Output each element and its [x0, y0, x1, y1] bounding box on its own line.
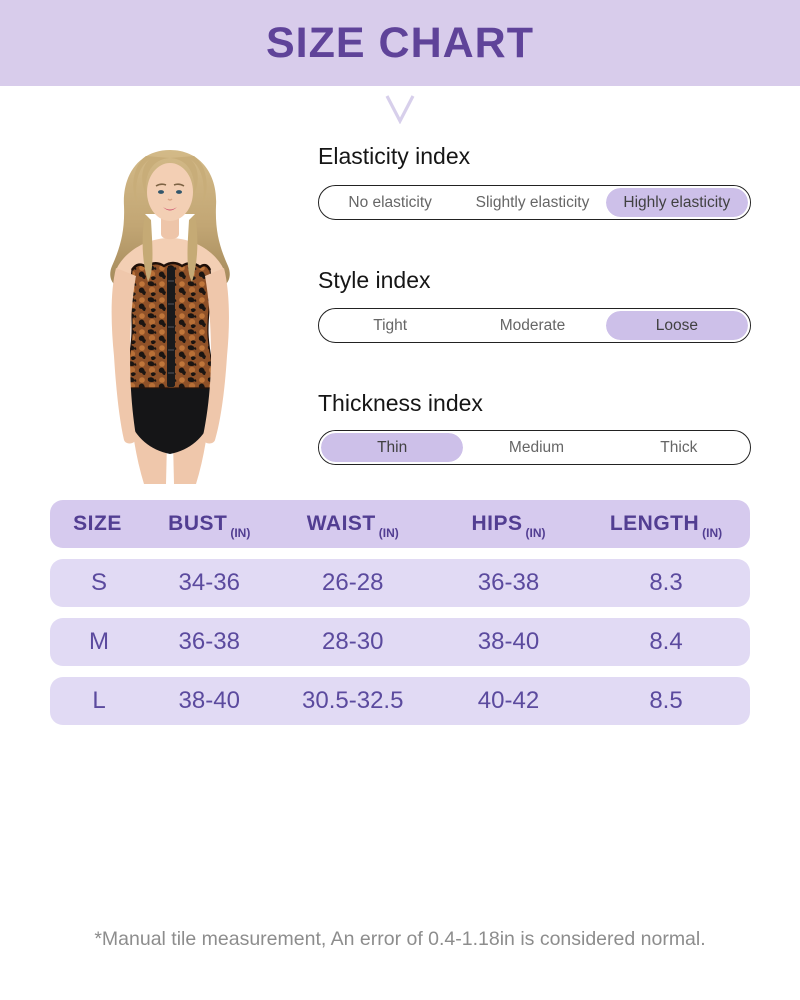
size-table: SIZE BUST (IN) WAIST (IN) HIPS (IN) LENGTH(…: [50, 500, 750, 725]
cell-size: L: [92, 687, 106, 714]
model-face: [133, 156, 207, 240]
page-title: SIZE CHART: [266, 18, 534, 67]
column-header-bust: BUST (IN): [168, 512, 251, 540]
option-moderate[interactable]: Moderate: [499, 316, 566, 334]
cell-hips: 40-42: [477, 687, 540, 714]
unit-label: (IN): [702, 526, 723, 540]
column-header-hips: HIPS (IN): [471, 512, 546, 540]
table-row-m: M 36-38 28-30 38-40 8.4: [50, 618, 750, 666]
index-title-style: Style index: [318, 267, 431, 293]
index-title-elasticity: Elasticity index: [318, 143, 471, 169]
option-medium[interactable]: Medium: [508, 438, 565, 456]
column-header-waist: WAIST (IN): [306, 512, 399, 540]
cell-size: M: [89, 628, 109, 655]
model-hair-strands: [142, 214, 198, 282]
option-loose[interactable]: Loose: [603, 309, 750, 342]
product-model-image: [58, 136, 282, 484]
cell-hips: 36-38: [477, 569, 540, 596]
cell-waist: 30.5-32.5: [302, 687, 404, 714]
size-chart-banner: SIZE CHART: [0, 0, 800, 86]
option-slightly-elasticity[interactable]: Slightly elasticity: [475, 193, 590, 211]
leopard-corset: [125, 261, 215, 389]
unit-label: (IN): [525, 526, 546, 540]
cell-length: 8.5: [649, 687, 683, 714]
chevron-down-icon: [385, 95, 415, 124]
index-title-thickness: Thickness index: [318, 390, 483, 416]
table-header-row: SIZE BUST (IN) WAIST (IN) HIPS (IN) LENGTH(…: [50, 500, 750, 548]
style-segmented-control: Tight Moderate Loose: [318, 308, 751, 343]
cell-bust: 34-36: [178, 569, 240, 596]
table-row-s: S 34-36 26-28 36-38 8.3: [50, 559, 750, 607]
cell-size: S: [90, 569, 107, 596]
option-no-elasticity[interactable]: No elasticity: [348, 193, 432, 211]
cell-length: 8.3: [649, 569, 683, 596]
unit-label: (IN): [378, 526, 399, 540]
thickness-segmented-control: Thin Medium Thick: [318, 430, 751, 465]
chevron-divider: [0, 94, 800, 124]
option-thin[interactable]: Thin: [319, 431, 466, 464]
cell-hips: 38-40: [477, 628, 540, 655]
measurement-disclaimer: *Manual tile measurement, An error of 0.…: [94, 928, 706, 950]
cell-bust: 38-40: [178, 687, 240, 714]
cell-bust: 36-38: [178, 628, 240, 655]
option-tight[interactable]: Tight: [373, 316, 408, 334]
model-illustration: [110, 150, 230, 484]
elasticity-segmented-control: No elasticity Slightly elasticity Highly…: [318, 185, 751, 220]
black-briefs: [126, 384, 214, 454]
column-header-size: SIZE: [73, 512, 122, 535]
cell-waist: 26-28: [322, 569, 384, 596]
option-thick[interactable]: Thick: [660, 438, 698, 456]
column-header-length: LENGTH (IN): [609, 512, 723, 540]
cell-waist: 28-30: [322, 628, 384, 655]
cell-length: 8.4: [649, 628, 683, 655]
model-arms: [111, 268, 229, 444]
option-highly-elasticity[interactable]: Highly elasticity: [603, 186, 750, 219]
unit-label: (IN): [230, 526, 251, 540]
table-row-l: L 38-40 30.5-32.5 40-42 8.5: [50, 677, 750, 725]
